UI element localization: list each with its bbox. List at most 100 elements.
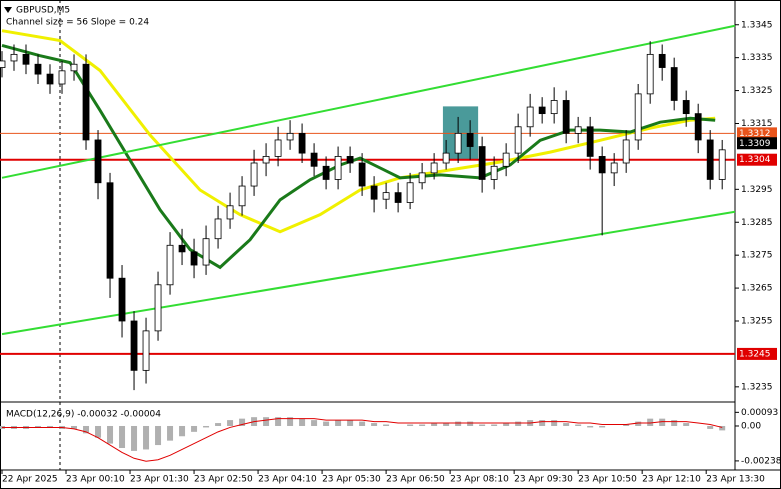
macd-signal (2, 418, 723, 462)
candle-body (238, 185, 246, 207)
macd-bar (179, 425, 186, 437)
macd-bar (635, 421, 642, 426)
macd-bar (323, 421, 330, 426)
macd-bar (287, 417, 294, 426)
candle-body (418, 172, 426, 184)
candle-body (514, 126, 522, 154)
y-tick-label: 1.3325 (741, 86, 773, 96)
level-label: 1.3304 (739, 155, 771, 165)
chart-title: GBPUSD,M5 (16, 6, 70, 16)
macd-bar (131, 425, 138, 451)
candle-body (634, 93, 642, 141)
macd-bar (671, 420, 678, 426)
macd-bar (515, 421, 522, 426)
macd-bar (167, 425, 174, 441)
candle-body (334, 156, 342, 180)
macd-bar (335, 420, 342, 426)
macd-bar (707, 425, 714, 429)
level-label-bg (737, 137, 777, 150)
level-label: 1.3309 (739, 139, 771, 149)
candle-body (562, 100, 570, 134)
macd-bar (191, 425, 198, 432)
macd-bar (419, 424, 426, 426)
macd-bar (503, 423, 510, 426)
x-tick-label: 23 Apr 05:30 (322, 475, 381, 485)
candle-body (706, 139, 714, 180)
macd-bar (587, 425, 594, 428)
candle-body (118, 277, 126, 322)
candle-body (526, 106, 534, 128)
level-label-bg (737, 127, 777, 140)
macd-bar (683, 423, 690, 426)
macd-bar (659, 418, 666, 426)
macd-bar (479, 424, 486, 426)
level-label: 1.3312 (739, 129, 771, 139)
y-tick-label: 1.3295 (741, 185, 773, 195)
x-tick-label: 23 Apr 08:10 (450, 475, 509, 485)
y-tick-label: 0.00093 (741, 408, 778, 418)
x-tick-label: 22 Apr 2025 (2, 475, 58, 485)
x-tick-label: 23 Apr 06:50 (386, 475, 445, 485)
candle-body (454, 132, 462, 154)
y-tick-label: 0.00 (741, 421, 761, 431)
candle-body (478, 146, 486, 180)
candle-body (538, 106, 546, 115)
candle-body (598, 156, 606, 174)
candle-body (214, 218, 222, 240)
macd-bar (311, 420, 318, 426)
candle-body (658, 53, 666, 68)
candle-body (286, 132, 294, 141)
candle-body (718, 149, 726, 180)
macd-bar (467, 421, 474, 426)
x-tick-label: 23 Apr 00:10 (66, 475, 125, 485)
y-tick-label: 1.3235 (741, 382, 773, 392)
candle-body (550, 100, 558, 115)
candle-body (274, 139, 282, 157)
candle-body (262, 156, 270, 164)
macd-bar (119, 425, 126, 448)
x-tick-label: 23 Apr 04:10 (258, 475, 317, 485)
macd-bar (383, 424, 390, 426)
level-label-bg (737, 153, 777, 166)
macd-bar (275, 417, 282, 426)
candle-body (10, 53, 18, 62)
candle-body (406, 182, 414, 203)
macd-bar (143, 425, 150, 450)
candle-body (694, 113, 702, 141)
macd-bar (551, 420, 558, 426)
y-tick-label: -0.00238 (741, 456, 781, 466)
candle-body (22, 53, 30, 65)
macd-bar (239, 418, 246, 426)
candle-body (106, 182, 114, 279)
macd-bar (203, 425, 210, 428)
candle-body (310, 152, 318, 167)
y-tick-label: 1.3345 (741, 20, 773, 30)
candle-body (394, 192, 402, 203)
candle-body (154, 284, 162, 332)
candle-body (586, 126, 594, 157)
macd-bar (47, 425, 54, 428)
macd-bar (263, 417, 270, 426)
menu-triangle (4, 7, 12, 13)
indicator-line (1, 29, 716, 234)
candle-body (610, 162, 618, 174)
candle-body (442, 152, 450, 164)
candle-body (70, 63, 78, 72)
indicator-line (1, 24, 736, 179)
candle-body (178, 244, 186, 253)
macd-title: MACD(12,26,9) -0.00032 -0.00004 (6, 410, 161, 420)
macd-bar (359, 421, 366, 426)
candle-body (466, 132, 474, 147)
candle-body (382, 192, 390, 200)
candle-body (358, 162, 366, 187)
macd-bar (299, 418, 306, 426)
macd-bar (563, 423, 570, 426)
macd-bar (539, 420, 546, 426)
macd-bar (719, 425, 726, 431)
macd-bar (155, 425, 162, 446)
x-tick-label: 23 Apr 09:30 (514, 475, 573, 485)
candle-body (370, 185, 378, 200)
candle-body (322, 165, 330, 180)
chart-subtitle: Channel size = 56 Slope = 0.24 (6, 18, 149, 28)
